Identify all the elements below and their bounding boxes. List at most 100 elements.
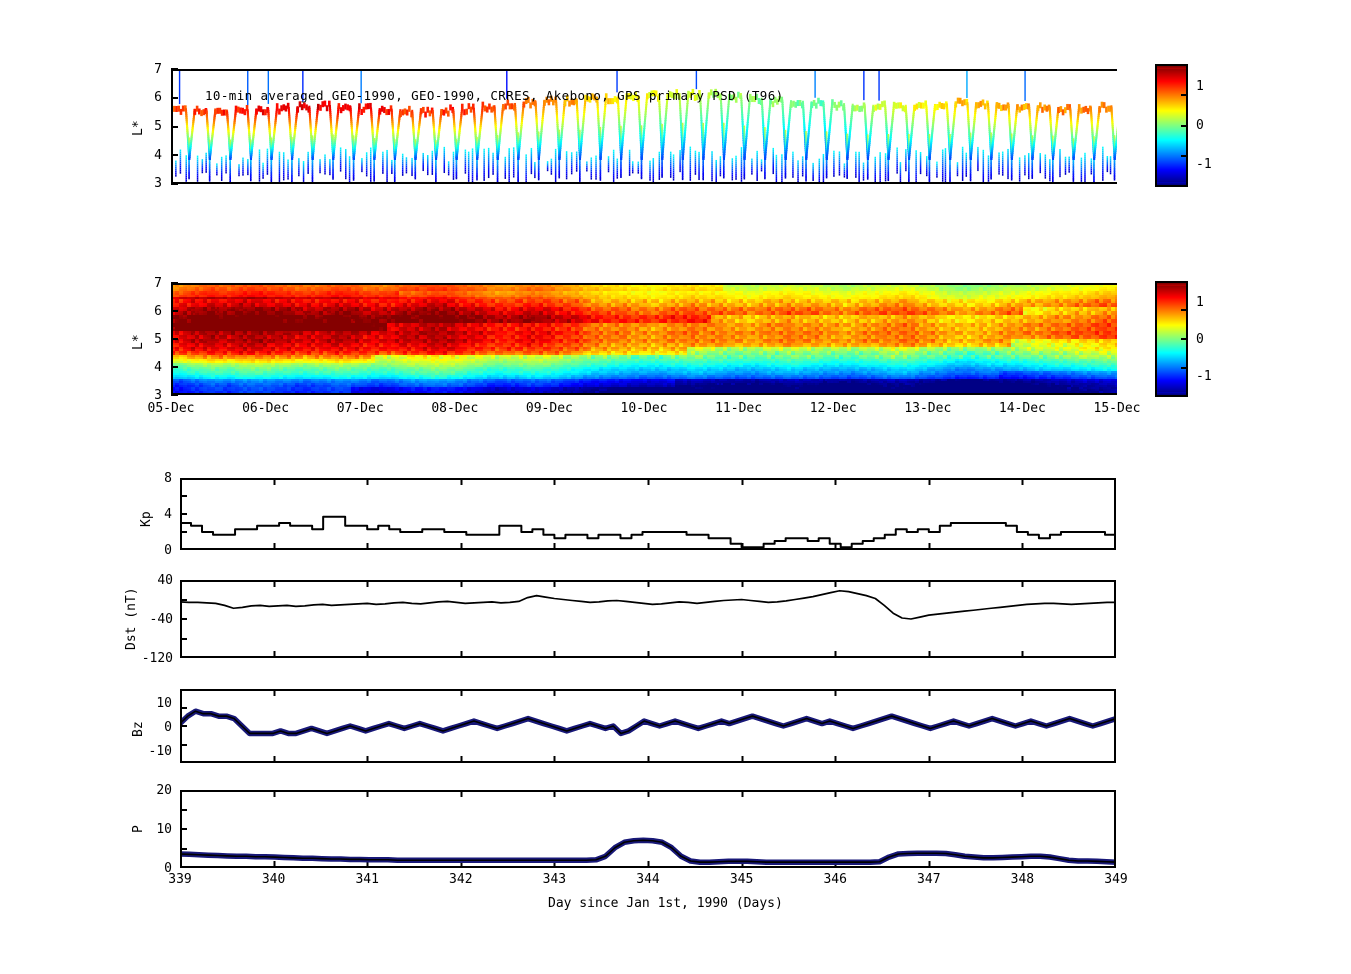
dst-ytick-40: 40 xyxy=(157,573,173,588)
kp-ytick-mark-3 xyxy=(180,531,187,533)
heatmap-xtick-7: 12-Dec xyxy=(809,401,857,416)
colorbar-heatmap-tick-neg1: -1 xyxy=(1196,369,1212,384)
heatmap-xtick-2: 07-Dec xyxy=(336,401,384,416)
p-ytick-0: 0 xyxy=(164,861,172,876)
bottom-xtick-8: 347 xyxy=(917,872,941,887)
heatmap-ytick-3: 3 xyxy=(154,388,162,403)
heatmap-xtick-10: 15-Dec xyxy=(1093,401,1141,416)
panel-bz-frame xyxy=(180,689,1116,763)
dst-line-canvas xyxy=(180,580,1116,658)
bz-ytick-mark-2 xyxy=(180,725,187,727)
heatmap-ytick-mark-0 xyxy=(171,282,178,284)
panel-scatter xyxy=(171,69,1117,184)
bottom-xtick-1: 340 xyxy=(261,872,286,887)
kp-line-canvas xyxy=(180,478,1116,550)
colorbar-scatter-tick-neg1: -1 xyxy=(1196,157,1212,172)
heatmap-ytick-5: 5 xyxy=(154,332,162,347)
bz-ytick-10: 10 xyxy=(156,696,172,711)
bottom-xtick-3: 342 xyxy=(449,872,473,887)
panel-kp xyxy=(180,478,1116,550)
bz-ytick-mark-3 xyxy=(180,743,187,746)
colorbar-scatter-tick-1: 1 xyxy=(1196,79,1204,94)
heatmap-xtick-8: 13-Dec xyxy=(904,401,952,416)
bz-ytick-0: 0 xyxy=(164,720,172,735)
colorbar-heatmap-tick-1: 1 xyxy=(1196,295,1204,310)
bz-ytick-neg10: -10 xyxy=(148,744,172,759)
colorbar1-tick-mark-3 xyxy=(1181,155,1188,158)
scatter-ytick-mark-1 xyxy=(171,96,178,99)
heatmap-xtick-9: 14-Dec xyxy=(998,401,1046,416)
bottom-xtick-10: 349 xyxy=(1104,872,1128,887)
heatmap-ytick-7: 7 xyxy=(154,276,162,291)
p-ytick-10: 10 xyxy=(156,822,172,837)
panel-scatter-frame xyxy=(171,69,1117,184)
p-line-canvas xyxy=(180,790,1116,868)
bottom-xtick-7: 346 xyxy=(823,872,847,887)
heatmap-ytick-4: 4 xyxy=(154,360,162,375)
dst-ytick-mark-2 xyxy=(180,618,187,620)
panel-heatmap-frame xyxy=(171,283,1117,395)
heatmap-ytick-mark-3 xyxy=(171,366,178,368)
kp-ytick-mark-1 xyxy=(180,495,187,497)
dst-ytick-mark-1 xyxy=(180,598,187,601)
p-ytick-mark-3 xyxy=(180,847,187,850)
colorbar-heatmap-tick-0: 0 xyxy=(1196,332,1204,347)
colorbar-scatter-tick-0: 0 xyxy=(1196,118,1204,133)
heatmap-xtick-5: 10-Dec xyxy=(620,401,668,416)
bottom-xtick-0: 339 xyxy=(168,872,192,887)
heatmap-xtick-0: 05-Dec xyxy=(147,401,195,416)
dst-ytick-neg40: -40 xyxy=(149,612,173,627)
scatter-plot-canvas xyxy=(171,69,1117,184)
panel-p-frame xyxy=(180,790,1116,868)
scatter-ytick-7: 7 xyxy=(154,62,162,77)
panel-kp-frame xyxy=(180,478,1116,550)
heatmap-canvas xyxy=(171,283,1117,395)
kp-ytick-4: 4 xyxy=(164,507,172,522)
panel-dst-frame xyxy=(180,580,1116,658)
heatmap-xtick-3: 08-Dec xyxy=(431,401,479,416)
scatter-ytick-mark-2 xyxy=(171,125,178,128)
scatter-ytick-5: 5 xyxy=(154,119,162,134)
colorbar2-tick-mark-1 xyxy=(1181,309,1188,311)
heatmap-ylabel: L* xyxy=(131,334,146,350)
scatter-ytick-6: 6 xyxy=(154,90,162,105)
bottom-xtick-6: 345 xyxy=(729,872,754,887)
dst-ylabel: Dst (nT) xyxy=(124,587,139,650)
panel-heatmap xyxy=(171,283,1117,395)
colorbar1-tick-mark-1 xyxy=(1181,93,1188,96)
scatter-ytick-mark-4 xyxy=(171,183,178,185)
bottom-xtick-4: 343 xyxy=(542,872,567,887)
bz-ylabel: Bz xyxy=(131,721,146,737)
bottom-xtick-9: 348 xyxy=(1010,872,1035,887)
figure-xlabel: Day since Jan 1st, 1990 (Days) xyxy=(548,896,783,911)
panel-p xyxy=(180,790,1116,868)
scatter-ytick-mark-0 xyxy=(171,68,178,70)
p-ytick-mark-2 xyxy=(180,828,187,830)
dst-ytick-neg120: -120 xyxy=(141,651,173,666)
colorbar2-tick-mark-2 xyxy=(1181,338,1188,340)
bottom-xtick-2: 341 xyxy=(355,872,379,887)
scatter-ytick-mark-3 xyxy=(171,154,178,157)
bz-ytick-mark-1 xyxy=(180,706,187,709)
kp-ylabel: Kp xyxy=(139,511,154,527)
heatmap-xtick-1: 06-Dec xyxy=(242,401,290,416)
heatmap-xtick-4: 09-Dec xyxy=(525,401,573,416)
p-ylabel: P xyxy=(131,825,146,833)
plot-title: 10-min averaged GEO-1990, GEO-1990, CRRE… xyxy=(205,88,784,103)
p-ytick-mark-1 xyxy=(180,808,187,811)
colorbar1-tick-mark-2 xyxy=(1181,124,1188,127)
panel-bz xyxy=(180,689,1116,763)
dst-ytick-mark-3 xyxy=(180,637,187,640)
heatmap-xtick-6: 11-Dec xyxy=(715,401,763,416)
bz-line-canvas xyxy=(180,689,1116,763)
heatmap-ytick-mark-2 xyxy=(171,338,178,340)
colorbar2-tick-mark-3 xyxy=(1181,367,1188,369)
p-ytick-20: 20 xyxy=(156,783,172,798)
panel-dst xyxy=(180,580,1116,658)
kp-ytick-8: 8 xyxy=(164,471,172,486)
kp-ytick-mark-2 xyxy=(180,513,187,515)
heatmap-ytick-mark-1 xyxy=(171,310,178,312)
bottom-xtick-5: 344 xyxy=(636,872,660,887)
kp-ytick-0: 0 xyxy=(164,543,172,558)
